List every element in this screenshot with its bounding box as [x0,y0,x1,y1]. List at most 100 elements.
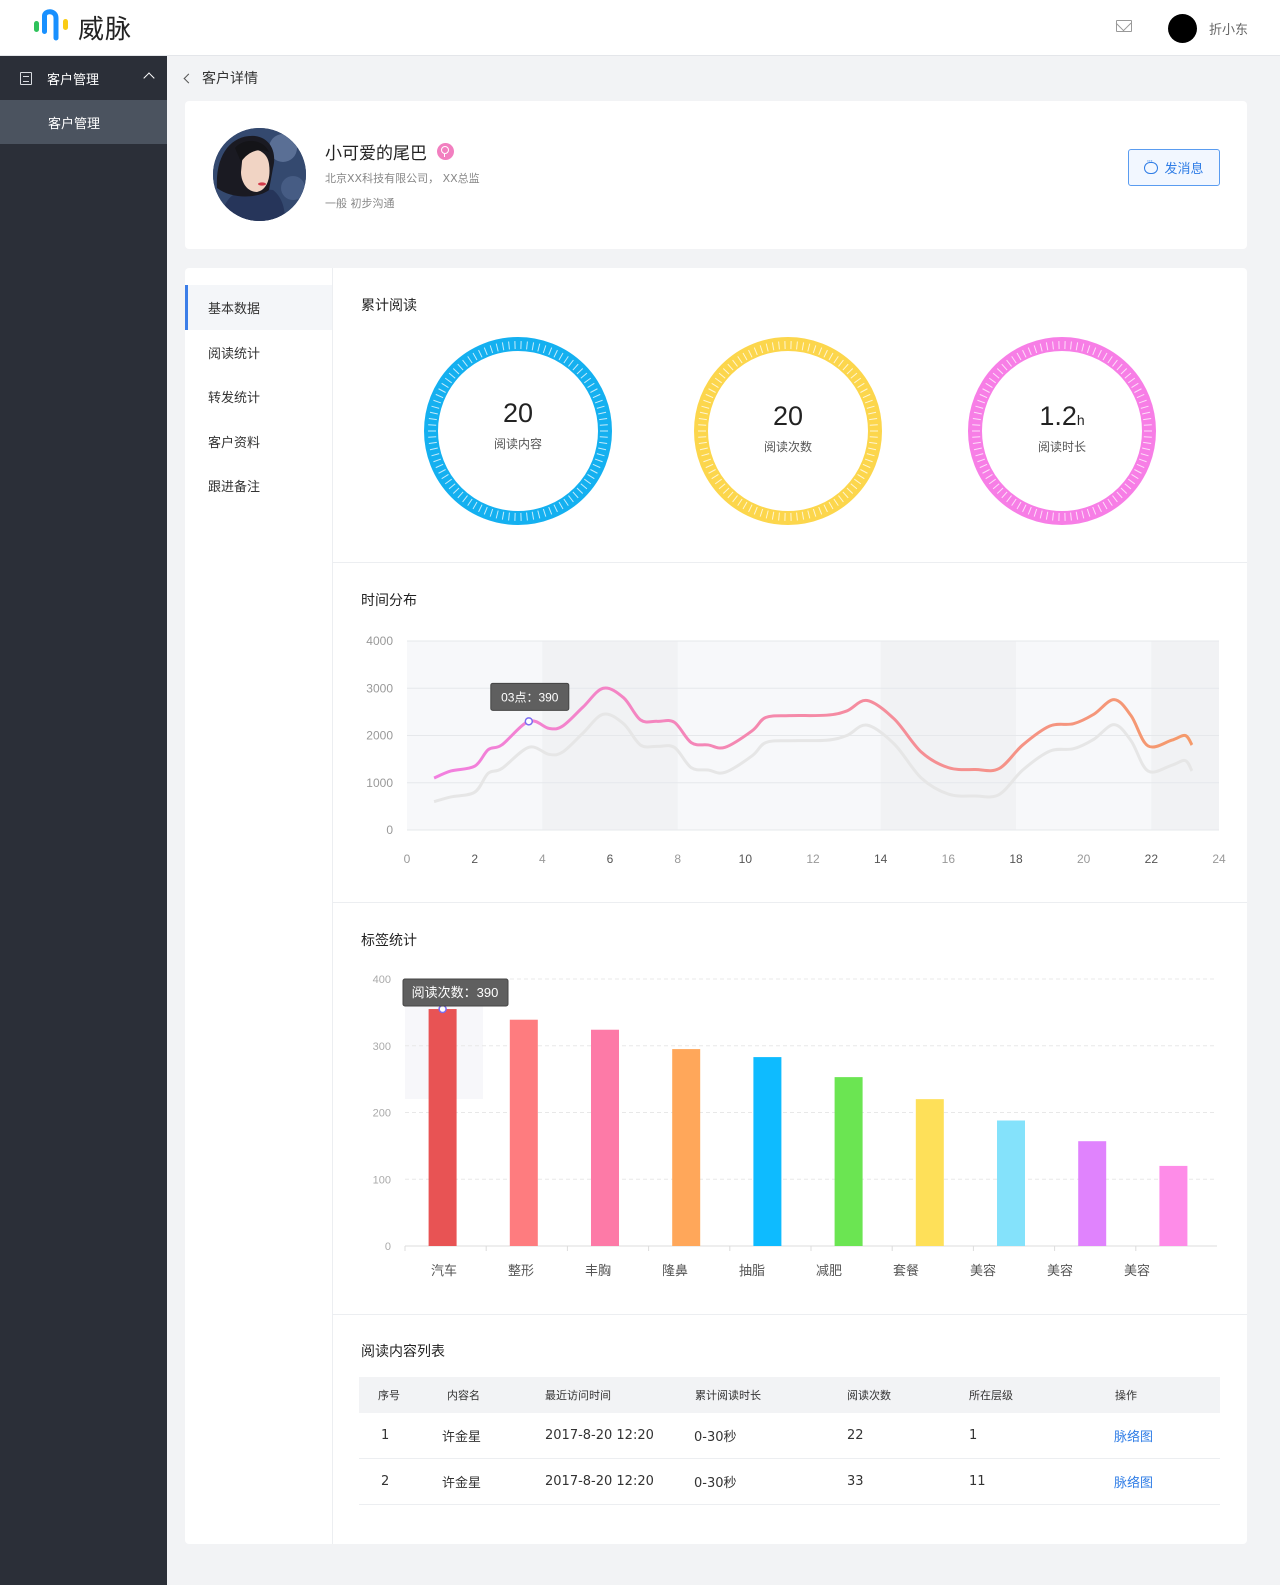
ring-tick [508,512,510,521]
x-tick-label: 6 [607,852,614,866]
ring-tick [698,417,707,421]
ring-tick [796,512,798,521]
ring-track [424,337,612,525]
ring-tick [718,372,726,379]
ring-tick [429,411,438,415]
ring-tick [708,469,716,474]
ring-tick [737,498,743,506]
ring-tick [1016,352,1022,361]
ring-tick [866,405,875,409]
bar [428,1009,457,1246]
app-logo[interactable]: 威脉 [32,8,132,46]
ring-tick [1070,512,1072,521]
profile-card: 小可爱的尾巴 北京XX科技有限公司， XX总监 一般 初步沟通 发消息 [185,101,1247,249]
chevron-up-icon [143,72,155,84]
ring-tick [765,510,769,519]
ring-tick [701,453,710,457]
ring-tick [869,436,878,438]
ring-tick [590,388,598,393]
logo-mark-icon [34,9,68,41]
divider [333,1314,1247,1315]
bar [997,1120,1025,1246]
ring-tick [759,508,764,517]
row-context-map-link[interactable]: 脉络图 [1114,1430,1154,1445]
ring-tick [771,511,775,520]
x-tick-label: 14 [874,852,888,866]
ring-tick [489,508,494,517]
table-row: 1 许金星 2017-8-20 12:20 0-30秒 22 1 脉络图 [359,1413,1220,1459]
sidebar: 客户管理 客户管理 [0,56,167,1585]
x-tick-label: 减肥 [816,1263,842,1278]
sidebar-group-customer[interactable]: 客户管理 [0,56,167,100]
ring-tick [1124,483,1132,490]
bar [915,1099,944,1246]
ring-tick [428,436,437,438]
ring-tick [1045,342,1049,351]
row-context-map-link[interactable]: 脉络图 [1114,1476,1154,1491]
ring-tick [495,510,499,519]
username[interactable]: 折小东 [1209,23,1249,38]
ring-tick [457,491,464,499]
bar [672,1049,701,1246]
ring-tick [850,372,858,379]
ring-tick [857,474,865,480]
ring-read-content-label: 阅读内容 [493,437,542,451]
x-tick-label: 8 [674,852,681,866]
ring-tick [833,498,839,506]
chevron-left-icon[interactable] [183,73,194,84]
ring-tick [838,495,844,503]
mail-icon[interactable] [1116,20,1132,32]
tab-customer-info[interactable]: 客户资料 [208,436,261,451]
ring-tick [1016,501,1022,510]
ring-tick [1039,343,1043,352]
ring-tick [1124,372,1132,379]
tab-follow-notes[interactable]: 跟进备注 [208,480,261,495]
ring-tick [1128,377,1136,384]
ring-tick [862,463,871,469]
x-tick-label: 0 [404,852,411,866]
ring-tick [1112,359,1118,367]
ring-tick [1081,510,1085,519]
row-name: 许金星 [442,1430,482,1445]
sidebar-group-label: 客户管理 [47,72,100,88]
customer-company: 北京XX科技有限公司， XX总监 [325,172,480,185]
detail-subnav: 基本数据 阅读统计 转发统计 客户资料 跟进备注 [185,268,333,1544]
ring-tick [462,359,468,367]
ring-tick [1001,363,1008,371]
ring-tick [1097,504,1102,513]
tab-share-stats[interactable]: 转发统计 [208,391,261,406]
row-reads: 33 [847,1474,864,1489]
tooltip-point [524,717,534,726]
ring-tick [467,498,473,506]
ring-tick [531,342,535,351]
tab-read-stats[interactable]: 阅读统计 [208,347,261,362]
ring-tick [818,506,823,515]
ring-tick [542,345,547,354]
ring-tick [988,377,996,384]
ring-tick [868,447,877,451]
ring-tick [1045,511,1049,520]
ring-tick [452,368,460,375]
ring-tick [563,356,569,364]
row-last-visit: 2017-8-20 12:20 [545,1474,654,1489]
ring-tick [818,347,823,356]
ring-tick [467,356,473,364]
ring-tick [435,393,444,399]
content-list-title: 阅读内容列表 [361,1344,445,1360]
ring-tick [828,352,834,361]
ring-tick [972,436,981,438]
ring-tick [828,501,834,510]
sidebar-item-customer-management[interactable]: 客户管理 [0,100,167,144]
send-message-button[interactable]: 发消息 [1128,149,1220,186]
ring-tick [587,474,595,480]
ring-tick [857,382,865,388]
ring-tick [501,511,505,520]
ring-tick [1033,345,1038,354]
user-avatar[interactable] [1168,14,1197,43]
tab-basic-data[interactable]: 基本数据 [185,285,332,330]
ring-tick [1097,349,1102,358]
ring-read-duration-unit: h [1076,412,1085,428]
y-tick-label: 4000 [366,634,393,648]
ring-tick [1116,363,1123,371]
ring-tick [1075,511,1079,520]
